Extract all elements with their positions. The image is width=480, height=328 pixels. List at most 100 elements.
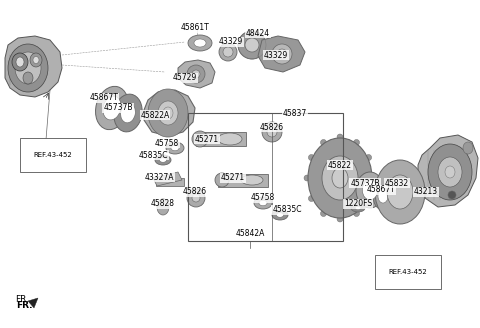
Text: 45758: 45758 (155, 138, 179, 148)
Ellipse shape (192, 70, 200, 78)
Text: 1220FS: 1220FS (344, 199, 372, 209)
Text: 45737B: 45737B (350, 178, 380, 188)
Ellipse shape (148, 89, 188, 137)
Text: 45271: 45271 (195, 134, 219, 144)
Ellipse shape (219, 43, 237, 61)
Ellipse shape (321, 139, 326, 146)
Text: 45271: 45271 (221, 174, 245, 182)
Text: FR.: FR. (16, 300, 33, 310)
Ellipse shape (120, 103, 135, 123)
Text: 45828: 45828 (151, 199, 175, 209)
Ellipse shape (366, 154, 372, 160)
Polygon shape (144, 90, 195, 136)
Text: 43213: 43213 (414, 188, 438, 196)
Ellipse shape (30, 53, 42, 67)
Ellipse shape (309, 195, 314, 201)
Text: 45737B: 45737B (103, 104, 133, 113)
Text: 45832: 45832 (385, 178, 409, 188)
Ellipse shape (218, 133, 242, 145)
Text: REF.43-452: REF.43-452 (34, 152, 72, 158)
Ellipse shape (114, 94, 142, 132)
Text: FR.: FR. (15, 296, 29, 304)
Ellipse shape (8, 44, 48, 92)
Text: 45867T: 45867T (367, 186, 396, 195)
Text: 43329: 43329 (219, 37, 243, 47)
Ellipse shape (158, 101, 178, 125)
Text: 45837: 45837 (283, 109, 307, 117)
Ellipse shape (366, 195, 372, 201)
Ellipse shape (188, 35, 212, 51)
Polygon shape (418, 135, 478, 207)
Ellipse shape (373, 182, 393, 210)
Ellipse shape (241, 175, 263, 185)
Bar (196, 132, 246, 146)
Ellipse shape (238, 31, 266, 59)
Ellipse shape (277, 49, 287, 59)
Polygon shape (178, 60, 215, 88)
Ellipse shape (267, 127, 277, 137)
Ellipse shape (304, 175, 310, 181)
Ellipse shape (353, 211, 360, 216)
Ellipse shape (187, 189, 205, 207)
Ellipse shape (215, 173, 229, 187)
Ellipse shape (438, 157, 462, 187)
Text: 45835C: 45835C (138, 151, 168, 159)
Ellipse shape (463, 142, 473, 154)
Text: 48424: 48424 (246, 29, 270, 37)
Ellipse shape (15, 52, 41, 84)
Bar (156, 178, 184, 186)
Ellipse shape (12, 53, 28, 71)
Ellipse shape (387, 175, 413, 209)
Ellipse shape (23, 72, 33, 84)
Text: 45861T: 45861T (180, 24, 209, 32)
Ellipse shape (337, 216, 343, 222)
Text: 45835C: 45835C (272, 206, 302, 215)
Polygon shape (5, 36, 62, 97)
Ellipse shape (96, 86, 129, 130)
Polygon shape (153, 172, 182, 186)
Ellipse shape (192, 131, 208, 147)
Ellipse shape (362, 180, 378, 200)
Ellipse shape (16, 57, 24, 67)
Ellipse shape (272, 44, 292, 64)
Ellipse shape (378, 189, 388, 203)
Ellipse shape (428, 144, 472, 200)
Text: 45867T: 45867T (90, 93, 119, 102)
Ellipse shape (262, 122, 282, 142)
Ellipse shape (187, 65, 205, 83)
Ellipse shape (370, 175, 376, 181)
Polygon shape (258, 36, 305, 72)
Ellipse shape (418, 190, 426, 200)
Ellipse shape (163, 107, 173, 119)
Ellipse shape (166, 142, 184, 154)
Text: 45842A: 45842A (235, 229, 264, 237)
Ellipse shape (223, 47, 233, 57)
Ellipse shape (33, 56, 39, 64)
Ellipse shape (353, 139, 360, 146)
Ellipse shape (276, 213, 284, 217)
Ellipse shape (332, 168, 348, 188)
Ellipse shape (194, 39, 206, 47)
Ellipse shape (272, 210, 288, 220)
Ellipse shape (355, 206, 361, 210)
Text: REF.43-452: REF.43-452 (389, 269, 427, 275)
Text: 45822: 45822 (328, 160, 352, 170)
Ellipse shape (155, 155, 171, 165)
Ellipse shape (309, 154, 314, 160)
Ellipse shape (375, 160, 425, 224)
Ellipse shape (159, 158, 167, 162)
Ellipse shape (259, 200, 267, 206)
Ellipse shape (337, 134, 343, 140)
Text: 43327A: 43327A (144, 173, 174, 181)
Bar (218, 174, 268, 187)
Ellipse shape (321, 211, 326, 216)
Bar (188, 113, 343, 241)
Ellipse shape (356, 172, 384, 208)
Ellipse shape (254, 197, 272, 209)
Ellipse shape (103, 96, 121, 120)
Ellipse shape (157, 199, 169, 215)
Text: 43329: 43329 (264, 51, 288, 59)
Text: 45826: 45826 (260, 122, 284, 132)
Text: 45822A: 45822A (140, 111, 169, 119)
Ellipse shape (245, 38, 259, 52)
